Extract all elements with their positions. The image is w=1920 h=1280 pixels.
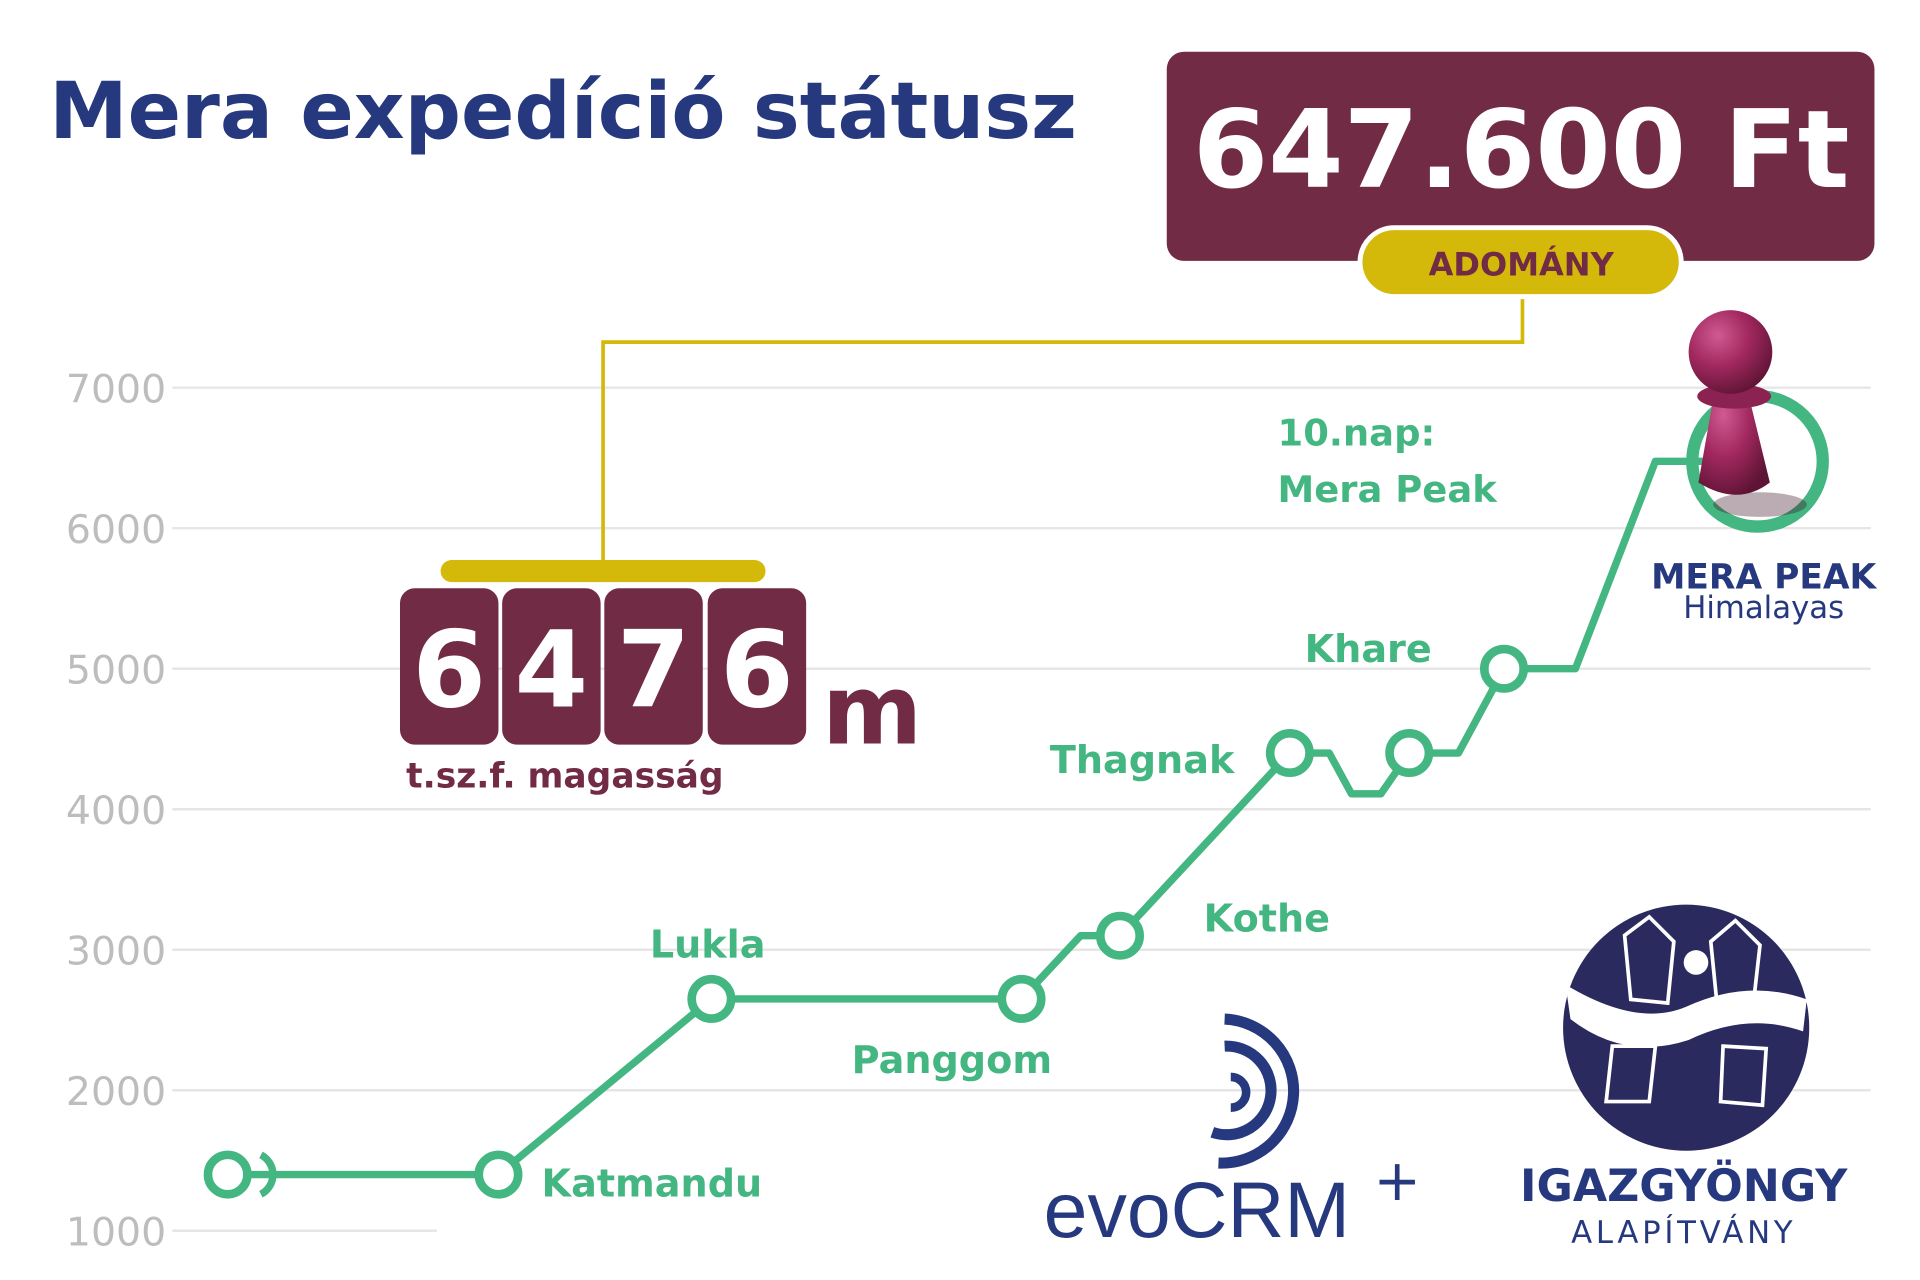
- stop-marker: [1385, 729, 1434, 778]
- stop-marker: [1096, 911, 1144, 960]
- donation-pill: [1357, 225, 1684, 300]
- evocrm-plus: +: [1374, 1148, 1421, 1214]
- evocrm-logo: [1210, 1013, 1300, 1169]
- digit-box: [502, 588, 601, 745]
- start-arc: [259, 1151, 277, 1198]
- connector: [601, 295, 1525, 564]
- digit-box: [604, 588, 703, 745]
- stop-label: Kothe: [1204, 897, 1330, 941]
- stop-label: Panggom: [852, 1038, 1052, 1082]
- stop-marker: [203, 1150, 252, 1199]
- digit: 6: [412, 608, 486, 731]
- stop-marker: [1265, 729, 1314, 778]
- foundation-logo: [1563, 904, 1810, 1151]
- stop-label: Khare: [1305, 627, 1432, 671]
- counter-top: [440, 560, 766, 583]
- digit: 4: [515, 608, 589, 731]
- y-tick-label: 5000: [66, 647, 166, 693]
- altitude-caption: t.sz.f. magasság: [406, 757, 723, 797]
- stop-marker: [997, 974, 1046, 1023]
- grid: 1000 2000 3000 4000 5000 6000 7000: [66, 366, 1871, 1256]
- donation-label: ADOMÁNY: [1429, 246, 1615, 284]
- stop-marker: [474, 1150, 523, 1199]
- peak-label: MERA PEAK: [1651, 557, 1877, 597]
- stop-marker: [687, 974, 736, 1023]
- y-tick-label: 6000: [66, 507, 166, 553]
- digit-box: [400, 588, 499, 745]
- evocrm-text: evoCRM: [1044, 1166, 1350, 1254]
- y-tick-label: 7000: [66, 366, 166, 412]
- annotation-line: Mera Peak: [1278, 468, 1499, 511]
- plot: [203, 389, 1829, 1199]
- pawn: [1688, 310, 1807, 517]
- stop-label: Lukla: [650, 923, 766, 967]
- altitude-unit: m: [822, 654, 922, 766]
- digit-box: [707, 588, 807, 745]
- stop-label: Katmandu: [542, 1161, 763, 1205]
- y-tick-label: 2000: [66, 1069, 166, 1115]
- donation-box: [1166, 51, 1875, 261]
- y-tick-label: 3000: [66, 929, 166, 975]
- title: Mera expedíció státusz: [49, 65, 1077, 157]
- y-tick-label: 1000: [66, 1210, 166, 1256]
- annotation-line: 10.nap:: [1278, 412, 1436, 455]
- stop-label: Thagnak: [1050, 738, 1236, 782]
- route-line: [227, 457, 1758, 1179]
- foundation-name: IGAZGYÖNGY: [1520, 1159, 1848, 1212]
- foundation-sub: ALAPÍTVÁNY: [1571, 1215, 1796, 1251]
- donation-amount: 647.600 Ft: [1193, 86, 1850, 213]
- y-tick-label: 4000: [66, 788, 166, 834]
- digit: 6: [720, 608, 794, 731]
- peak-region: Himalayas: [1683, 590, 1844, 626]
- digit: 7: [617, 608, 691, 731]
- stop-marker: [1480, 644, 1528, 693]
